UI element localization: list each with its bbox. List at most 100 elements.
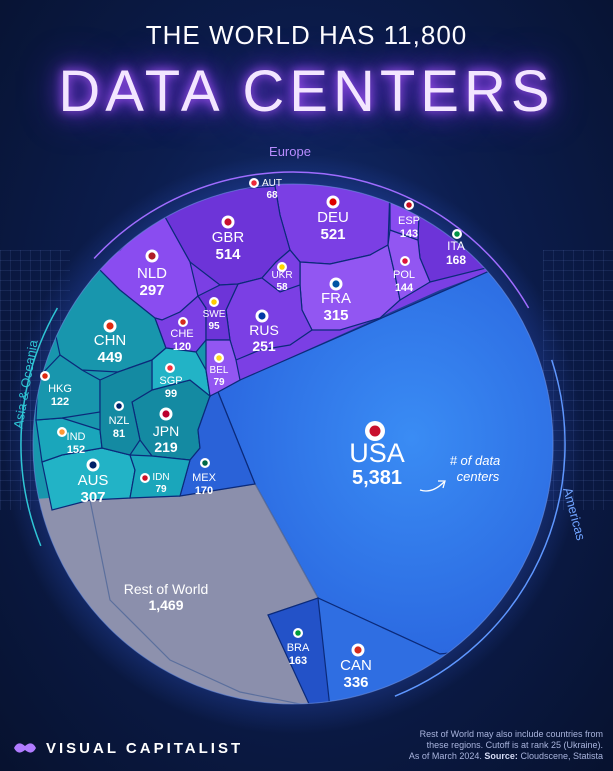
title-main: DATA CENTERS (58, 59, 555, 124)
region-arcs (20, 171, 566, 697)
footnote-line-2: these regions. Cutoff is at rank 25 (Ukr… (426, 740, 603, 750)
flag-nld-icon (145, 249, 159, 263)
cell-value-aut: 68 (266, 190, 278, 201)
cell-value-swe: 95 (208, 321, 220, 332)
flag-usa-icon (365, 421, 385, 441)
cell-label-mex: MEX (192, 472, 217, 484)
flag-ita-icon (452, 229, 462, 239)
cell-label-usa: USA (349, 438, 405, 468)
cell-value-bel: 79 (213, 377, 225, 388)
flag-esp-icon (404, 200, 414, 210)
flag-pol-icon (400, 256, 410, 266)
cell-label-hkg: HKG (48, 383, 72, 395)
cell-label-gbr: GBR (212, 229, 245, 246)
flag-rus-icon (255, 309, 269, 323)
cell-label-ind: IND (67, 431, 86, 443)
flag-chn-icon (103, 319, 117, 333)
cell-value-ind: 152 (67, 444, 85, 456)
cell-label-chn: CHN (94, 332, 127, 349)
cell-bra (267, 597, 331, 704)
flag-hkg-icon (40, 371, 50, 381)
cell-value-idn: 79 (155, 484, 167, 495)
cell-value-che: 120 (173, 341, 191, 353)
annotation-line-1: # of data (450, 453, 501, 468)
flag-aus-icon (86, 458, 100, 472)
cell-nzl (99, 359, 153, 456)
flag-bra-icon (293, 628, 303, 638)
flag-ukr-icon (277, 262, 287, 272)
cell-bel (205, 339, 241, 397)
footnote: Rest of World may also include countries… (373, 729, 603, 762)
flag-aut-icon (249, 178, 259, 188)
annotation-line-2: centers (457, 469, 500, 484)
cell-value-nld: 297 (139, 282, 164, 299)
annotation-arrow (419, 481, 445, 492)
cell-label-rus: RUS (249, 322, 279, 338)
chart-outline (32, 183, 554, 705)
region-label-europe: Europe (269, 144, 311, 159)
cell-label-fra: FRA (321, 290, 351, 307)
region-arc-europe (93, 171, 530, 309)
cell-label-esp: ESP (398, 215, 420, 227)
cell-value-can: 336 (343, 674, 368, 691)
region-arc-asia (20, 307, 59, 547)
cell-value-jpn: 219 (154, 439, 178, 455)
cell-label-sgp: SGP (159, 375, 182, 387)
cell-value-chn: 449 (97, 349, 122, 366)
annotation-arrowhead (438, 480, 446, 489)
cells-layer (33, 184, 553, 704)
cell-label-idn: IDN (152, 472, 169, 483)
footnote-source-value: Cloudscene, Statista (520, 751, 603, 761)
cell-label-jpn: JPN (153, 423, 179, 439)
cell-value-esp: 143 (400, 228, 418, 240)
visual-capitalist-logo-icon (14, 743, 36, 753)
cell-label-deu: DEU (317, 209, 349, 226)
cell-value-fra: 315 (323, 307, 348, 324)
flag-bel-icon (214, 353, 224, 363)
flag-jpn-icon (159, 407, 173, 421)
brand-name: VISUAL CAPITALIST (46, 739, 244, 757)
cell-idn (129, 454, 191, 499)
cell-value-rus: 251 (252, 338, 276, 354)
cell-label-aus: AUS (78, 472, 109, 489)
footnote-source-label: Source: (484, 751, 518, 761)
annotation-layer: # of data centers (419, 453, 501, 492)
cell-value-usa: 5,381 (352, 467, 402, 489)
cell-value-rest-of-world: 1,469 (148, 597, 183, 613)
cell-value-bra: 163 (289, 655, 307, 667)
flag-nzl-icon (114, 401, 124, 411)
cell-label-aut: AUT (262, 178, 282, 189)
title-top: THE WORLD HAS 11,800 (145, 20, 468, 50)
cell-label-bel: BEL (210, 365, 229, 376)
flag-fra-icon (329, 277, 343, 291)
cell-label-nld: NLD (137, 265, 167, 282)
flag-sgp-icon (165, 363, 175, 373)
footnote-line-1: Rest of World may also include countries… (419, 729, 603, 739)
cell-label-can: CAN (340, 657, 372, 674)
cell-value-mex: 170 (195, 485, 213, 497)
footnote-line-3: As of March 2024. Source: Cloudscene, St… (373, 751, 603, 762)
cell-label-nzl: NZL (109, 415, 130, 427)
cell-label-pol: POL (393, 269, 415, 281)
cell-value-hkg: 122 (51, 396, 69, 408)
cell-value-ita: 168 (446, 253, 466, 267)
flag-che-icon (178, 317, 188, 327)
flag-ind-icon (57, 427, 67, 437)
cell-label-ita: ITA (447, 239, 465, 253)
cell-label-bra: BRA (287, 642, 310, 654)
flag-can-icon (351, 643, 365, 657)
cell-label-swe: SWE (203, 309, 226, 320)
cell-value-aus: 307 (80, 489, 105, 506)
flag-gbr-icon (221, 215, 235, 229)
brand-logo: VISUAL CAPITALIST (12, 738, 243, 758)
cell-swe (197, 283, 239, 341)
flag-deu-icon (326, 195, 340, 209)
flag-swe-icon (209, 297, 219, 307)
cell-label-ukr: UKR (271, 270, 292, 281)
cell-value-pol: 144 (395, 282, 414, 294)
cell-value-gbr: 514 (215, 246, 241, 263)
flag-mex-icon (200, 458, 210, 468)
region-arc-americas (394, 359, 566, 697)
